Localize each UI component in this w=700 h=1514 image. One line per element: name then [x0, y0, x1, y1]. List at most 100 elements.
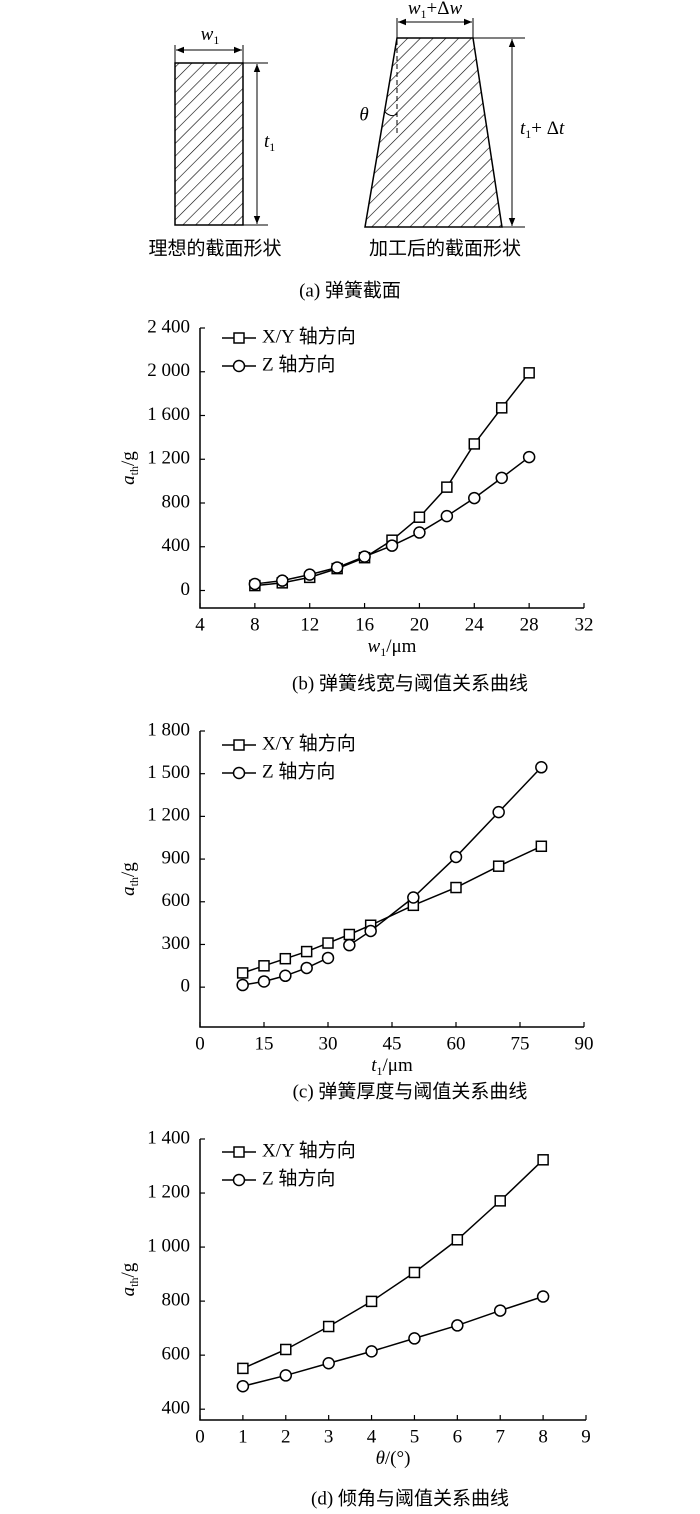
label-part: /μm — [383, 1055, 413, 1076]
label-part: th — [127, 1277, 141, 1286]
y-tick-label: 1 500 — [147, 762, 190, 783]
caption: (b) 弹簧线宽与阈值关系曲线 — [292, 672, 528, 694]
marker — [495, 471, 508, 485]
y-tick-label: 600 — [162, 890, 191, 911]
x-tick-label: 90 — [575, 1033, 594, 1054]
angle-label: θ — [359, 104, 368, 125]
marker — [279, 1369, 293, 1382]
label-part: th — [127, 466, 141, 475]
x-tick-label: 12 — [300, 614, 319, 635]
label-part: +Δ — [427, 0, 450, 19]
x-tick-label: 28 — [520, 614, 539, 635]
marker — [358, 550, 371, 563]
label-part: th — [127, 877, 141, 886]
y-tick-label: 2 400 — [147, 316, 190, 337]
width-label: w1+Δw — [408, 0, 463, 21]
y-tick-label: 800 — [162, 1289, 191, 1310]
series-line — [242, 766, 542, 986]
x-tick-label: 16 — [355, 614, 374, 635]
x-tick-label: 60 — [447, 1033, 466, 1054]
label-part: 1 — [525, 127, 531, 141]
label-part: w — [201, 24, 214, 45]
label-part: /g — [118, 1262, 139, 1277]
label-part: a — [118, 475, 139, 485]
marker — [385, 539, 399, 552]
y-tick-label: 800 — [162, 491, 191, 512]
angle-arc — [384, 111, 398, 117]
section-label: 理想的截面形状 — [148, 237, 281, 259]
marker — [468, 438, 481, 450]
marker — [321, 951, 335, 965]
marker — [233, 332, 245, 344]
x-tick-label: 0 — [195, 1033, 205, 1054]
marker — [451, 1319, 464, 1332]
label-part: θ — [376, 1448, 385, 1469]
caption: (a) 弹簧截面 — [299, 279, 401, 301]
label-part: /μm — [386, 636, 416, 657]
marker — [276, 574, 289, 587]
y-tick-label: 2 000 — [147, 360, 190, 381]
marker — [343, 938, 356, 952]
x-tick-label: 15 — [255, 1033, 274, 1054]
y-tick-label: 0 — [181, 976, 191, 997]
y-tick-label: 1 400 — [147, 1127, 190, 1148]
series-line — [254, 372, 530, 587]
marker — [280, 1343, 292, 1356]
x-tick-label: 6 — [453, 1426, 463, 1447]
marker — [248, 577, 262, 591]
label-part: /(°) — [385, 1448, 411, 1469]
label-part: + Δ — [531, 118, 559, 139]
y-tick-label: 1 200 — [147, 1181, 190, 1202]
marker — [413, 511, 426, 523]
marker — [523, 367, 535, 379]
section-label: 加工后的截面形状 — [369, 237, 521, 259]
label-part: a — [118, 886, 139, 896]
y-tick-label: 1 000 — [147, 1235, 190, 1256]
marker — [537, 1154, 549, 1166]
y-tick-label: 400 — [162, 535, 191, 556]
marker — [449, 850, 463, 864]
marker — [536, 1290, 550, 1303]
y-tick-label: 600 — [162, 1344, 191, 1365]
marker — [493, 1304, 507, 1317]
y-tick-label: 1 600 — [147, 404, 190, 425]
marker — [303, 568, 316, 581]
x-tick-label: 4 — [195, 614, 205, 635]
marker — [279, 952, 292, 965]
x-axis-label: t1/μm — [371, 1055, 413, 1077]
y-tick-label: 1 800 — [147, 719, 190, 740]
width-label: w1 — [201, 24, 220, 46]
x-tick-label: 20 — [410, 614, 429, 635]
legend-label: Z 轴方向 — [262, 353, 335, 375]
x-tick-label: 24 — [465, 614, 485, 635]
ideal-section — [174, 62, 244, 226]
marker — [492, 860, 505, 872]
legend-label: X/Y 轴方向 — [262, 732, 356, 754]
marker — [407, 891, 420, 904]
label-part: t — [264, 131, 270, 152]
label-part: w — [449, 0, 462, 19]
marker — [236, 1379, 250, 1393]
marker — [322, 1357, 335, 1370]
marker — [441, 481, 453, 493]
marker — [468, 491, 481, 505]
marker — [279, 969, 292, 983]
thickness-label: t1+ Δt — [520, 118, 565, 140]
marker — [232, 766, 246, 780]
marker — [535, 761, 548, 774]
x-tick-label: 45 — [383, 1033, 402, 1054]
label-part: 1 — [421, 7, 427, 21]
legend-label: X/Y 轴方向 — [262, 325, 356, 347]
x-tick-label: 32 — [575, 614, 594, 635]
y-tick-label: 300 — [162, 933, 191, 954]
marker — [258, 960, 270, 972]
x-tick-label: 8 — [538, 1426, 548, 1447]
label-part: t — [520, 118, 526, 139]
label-part: w — [368, 636, 381, 657]
marker — [492, 805, 505, 819]
x-tick-label: 2 — [281, 1426, 291, 1447]
x-tick-label: 75 — [511, 1033, 530, 1054]
marker — [343, 928, 356, 941]
chart: 400 600 800 1 000 1 200 1 400 0 1 2 3 4 5 6 7 8 9 θ/(°) a… — [118, 1127, 590, 1509]
x-tick-label: 3 — [324, 1426, 334, 1447]
